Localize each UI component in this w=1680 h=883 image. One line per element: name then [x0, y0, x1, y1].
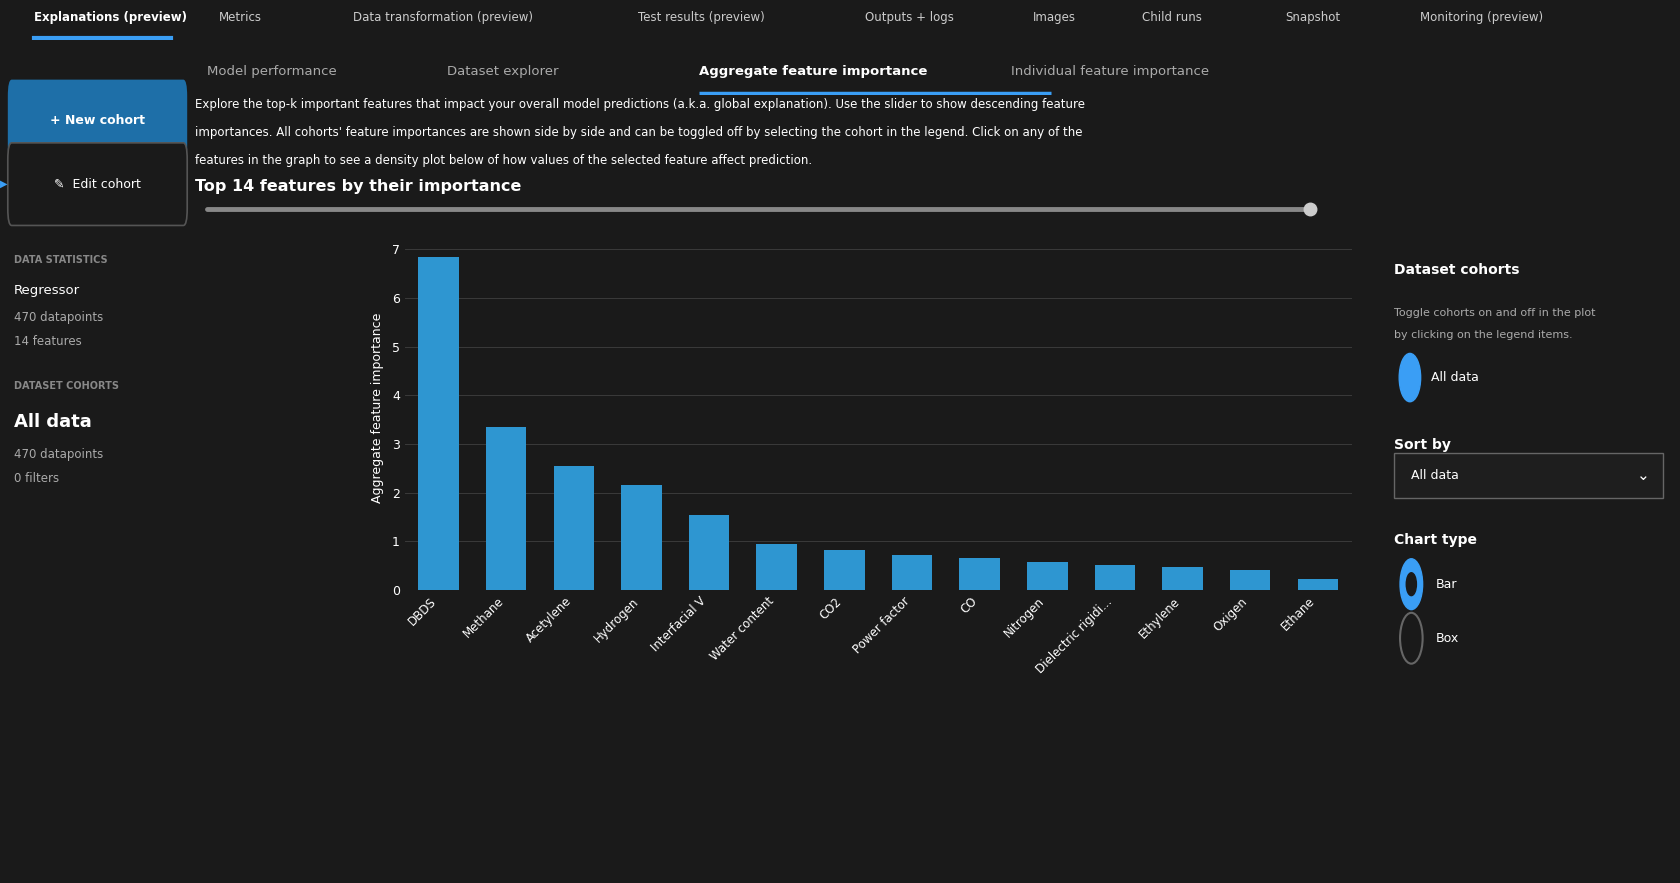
Bar: [825, 550, 865, 590]
Text: ⌄: ⌄: [1636, 468, 1650, 483]
Bar: [689, 515, 729, 590]
Text: ▶: ▶: [0, 178, 7, 188]
Text: All data: All data: [1411, 469, 1460, 482]
Text: 14 features: 14 features: [13, 335, 81, 348]
Text: Explore the top-k important features that impact your overall model predictions : Explore the top-k important features tha…: [195, 98, 1085, 111]
Text: All data: All data: [13, 412, 91, 431]
FancyBboxPatch shape: [8, 143, 186, 225]
FancyBboxPatch shape: [8, 79, 186, 162]
Text: All data: All data: [1431, 371, 1478, 384]
Text: 0 filters: 0 filters: [13, 472, 59, 485]
Text: Metrics: Metrics: [218, 11, 262, 24]
Y-axis label: Aggregate feature importance: Aggregate feature importance: [371, 313, 383, 502]
Text: Chart type: Chart type: [1394, 533, 1477, 547]
Text: + New cohort: + New cohort: [50, 115, 144, 127]
Text: Individual feature importance: Individual feature importance: [1011, 64, 1208, 78]
Text: Box: Box: [1435, 631, 1458, 645]
Bar: [892, 555, 932, 590]
Bar: [1163, 567, 1203, 590]
Text: Explanations (preview): Explanations (preview): [34, 11, 186, 24]
Text: 470 datapoints: 470 datapoints: [13, 448, 102, 461]
FancyBboxPatch shape: [1394, 453, 1663, 498]
Circle shape: [1399, 559, 1423, 609]
Text: Aggregate feature importance: Aggregate feature importance: [699, 64, 927, 78]
Bar: [553, 466, 595, 590]
Bar: [1230, 570, 1270, 590]
Text: Dataset cohorts: Dataset cohorts: [1394, 263, 1520, 277]
Bar: [1026, 562, 1067, 590]
Bar: [622, 486, 662, 590]
Bar: [486, 427, 526, 590]
Circle shape: [1399, 353, 1421, 402]
Text: Dataset explorer: Dataset explorer: [447, 64, 558, 78]
Text: ✎  Edit cohort: ✎ Edit cohort: [54, 177, 141, 191]
Text: Snapshot: Snapshot: [1285, 11, 1341, 24]
Text: Child runs: Child runs: [1142, 11, 1203, 24]
Text: Toggle cohorts on and off in the plot: Toggle cohorts on and off in the plot: [1394, 307, 1596, 318]
Text: 470 datapoints: 470 datapoints: [13, 312, 102, 324]
Text: Bar: Bar: [1435, 577, 1457, 591]
Circle shape: [1406, 573, 1416, 596]
Text: Data transformation (preview): Data transformation (preview): [353, 11, 533, 24]
Text: features in the graph to see a density plot below of how values of the selected : features in the graph to see a density p…: [195, 154, 811, 167]
Text: Monitoring (preview): Monitoring (preview): [1420, 11, 1542, 24]
Text: Top 14 features by their importance: Top 14 features by their importance: [195, 178, 521, 193]
Text: Test results (preview): Test results (preview): [638, 11, 764, 24]
Text: importances. All cohorts' feature importances are shown side by side and can be : importances. All cohorts' feature import…: [195, 126, 1082, 139]
Text: Regressor: Regressor: [13, 284, 79, 298]
Text: Images: Images: [1033, 11, 1077, 24]
Text: DATA STATISTICS: DATA STATISTICS: [13, 255, 108, 265]
Bar: [959, 558, 1000, 590]
Text: Sort by: Sort by: [1394, 438, 1452, 452]
Bar: [1297, 579, 1337, 590]
Bar: [756, 544, 796, 590]
Text: Outputs + logs: Outputs + logs: [865, 11, 954, 24]
Bar: [418, 257, 459, 590]
Bar: [1095, 565, 1136, 590]
Text: by clicking on the legend items.: by clicking on the legend items.: [1394, 330, 1572, 340]
Text: Model performance: Model performance: [207, 64, 336, 78]
Text: DATASET COHORTS: DATASET COHORTS: [13, 381, 119, 391]
